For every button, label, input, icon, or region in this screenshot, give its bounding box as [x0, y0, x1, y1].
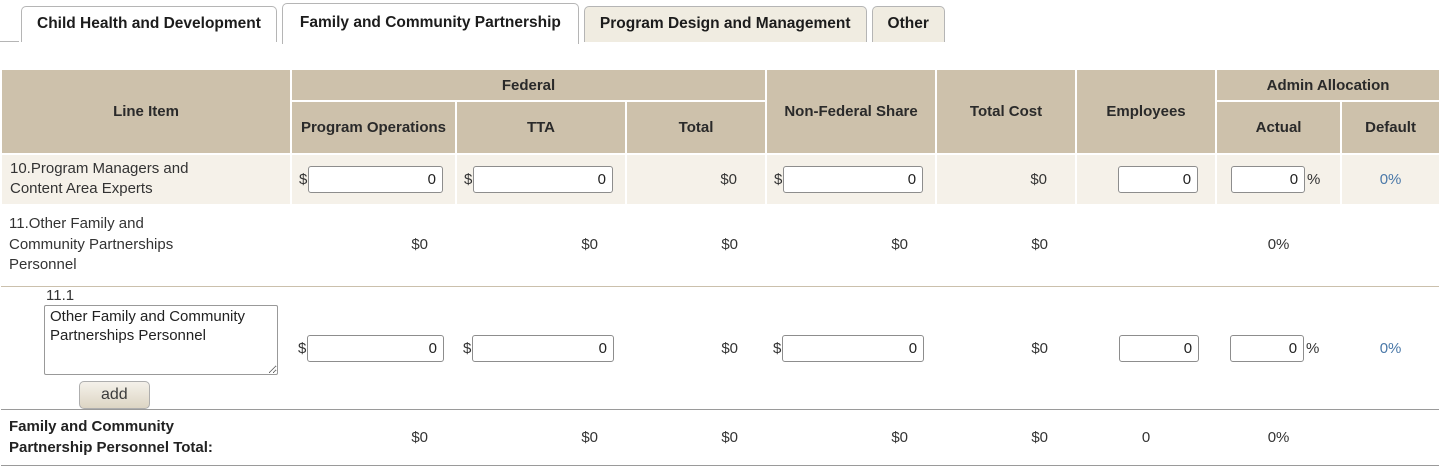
dollar-sign: $	[463, 339, 472, 357]
row11-label: 11.Other Family and Community Partnershi…	[9, 215, 174, 273]
header-employees: Employees	[1075, 68, 1218, 155]
dollar-sign: $	[774, 170, 783, 188]
header-actual: Actual	[1215, 100, 1343, 155]
total-non-federal-share: $0	[766, 409, 937, 466]
row10-tta-input[interactable]	[473, 165, 613, 193]
dollar-sign: $	[464, 170, 473, 188]
row11-employees	[1076, 203, 1217, 287]
tab-program-design-and-management[interactable]: Program Design and Management	[583, 6, 867, 42]
total-program-operations: $0	[291, 409, 456, 466]
header-default: Default	[1340, 100, 1439, 155]
row11-1-label: 11.1	[46, 287, 75, 304]
row11-1-federal-total: $0	[626, 286, 767, 410]
header-admin-allocation: Admin Allocation	[1215, 68, 1439, 102]
budget-table: Line Item Federal Non-Federal Share Tota…	[0, 68, 1439, 466]
table-row-11-1: 11.1 Other Family and Community Partners…	[1, 286, 1439, 410]
table-row-11: 11.Other Family and Community Partnershi…	[1, 203, 1439, 287]
row11-1-description-textarea[interactable]: Other Family and Community Partnerships …	[44, 305, 278, 375]
row10-default-admin-link[interactable]: 0%	[1340, 154, 1439, 204]
total-default-admin	[1341, 409, 1439, 466]
tab-bar: Child Health and Development Family and …	[0, 0, 1439, 44]
dollar-sign: $	[773, 339, 782, 357]
header-total-cost: Total Cost	[935, 68, 1078, 155]
row11-1-non-federal-share-input[interactable]	[782, 334, 925, 362]
row10-employees-input[interactable]	[1118, 165, 1199, 193]
tab-bar-baseline	[0, 41, 19, 42]
row10-non-federal-share-input[interactable]	[783, 165, 924, 193]
total-total-cost: $0	[936, 409, 1077, 466]
personnel-total-row: Family and Community Partnership Personn…	[1, 409, 1439, 466]
tab-other[interactable]: Other	[871, 6, 945, 42]
header-program-operations: Program Operations	[290, 100, 457, 155]
percent-sign: %	[1306, 339, 1320, 357]
row11-actual-admin: 0%	[1216, 203, 1342, 287]
row11-non-federal-share: $0	[766, 203, 937, 287]
tab-family-and-community-partnership[interactable]: Family and Community Partnership	[281, 3, 579, 44]
row11-1-employees-input[interactable]	[1119, 334, 1200, 362]
header-federal: Federal	[289, 68, 768, 102]
header-tta: TTA	[455, 100, 627, 155]
table-row-10: 10.Program Managers and Content Area Exp…	[0, 154, 1439, 204]
row11-1-actual-admin-input[interactable]	[1230, 334, 1305, 362]
total-federal-total: $0	[626, 409, 767, 466]
row10-actual-admin-input[interactable]	[1231, 165, 1306, 193]
total-tta: $0	[456, 409, 626, 466]
row11-program-operations: $0	[291, 203, 456, 287]
row10-program-operations-input[interactable]	[308, 165, 443, 193]
row11-1-default-admin-link[interactable]: 0%	[1341, 286, 1439, 410]
total-row-label: Family and Community Partnership Personn…	[9, 418, 213, 456]
row10-federal-total: $0	[624, 154, 768, 204]
dollar-sign: $	[298, 339, 307, 357]
row10-label: 10.Program Managers and Content Area Exp…	[10, 160, 189, 198]
add-button[interactable]: add	[79, 381, 150, 409]
percent-sign: %	[1307, 170, 1321, 188]
row11-1-program-operations-input[interactable]	[307, 334, 444, 362]
row11-tta: $0	[456, 203, 626, 287]
row10-total-cost: $0	[935, 154, 1078, 204]
row11-total-cost: $0	[936, 203, 1077, 287]
row11-federal-total: $0	[626, 203, 767, 287]
total-actual-admin: 0%	[1216, 409, 1342, 466]
row11-default-admin	[1341, 203, 1439, 287]
header-total: Total	[624, 100, 768, 155]
dollar-sign: $	[299, 170, 308, 188]
total-employees: 0	[1076, 409, 1217, 466]
row11-1-total-cost: $0	[936, 286, 1077, 410]
tab-child-health-and-development[interactable]: Child Health and Development	[21, 6, 277, 42]
header-line-item: Line Item	[0, 68, 292, 155]
row11-1-tta-input[interactable]	[472, 334, 614, 362]
header-non-federal-share: Non-Federal Share	[765, 68, 938, 155]
